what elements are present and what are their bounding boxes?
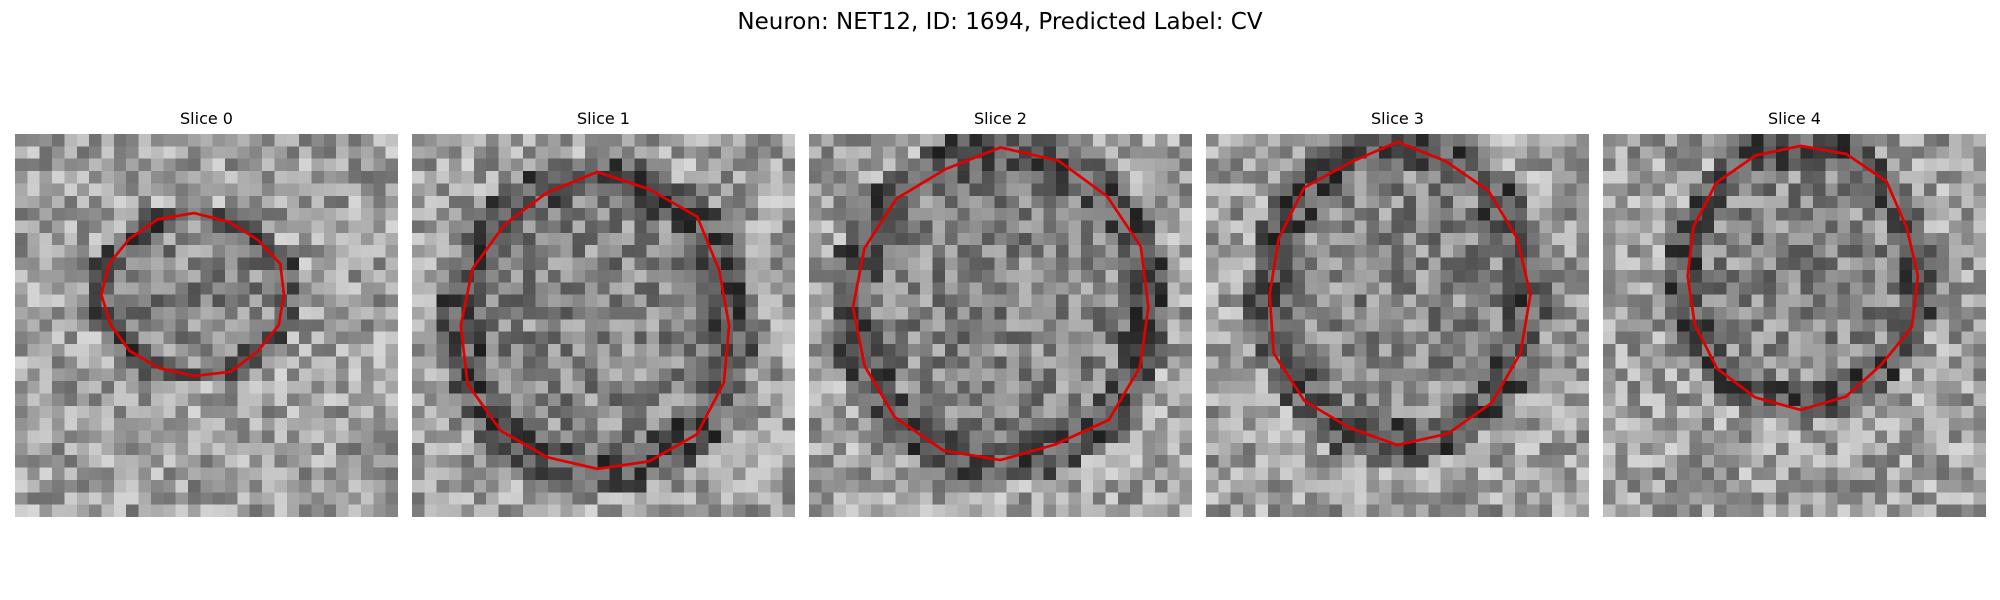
slice-image [1206,134,1589,517]
slice-title: Slice 3 [1371,109,1424,128]
slice-image [412,134,795,517]
slice-title: Slice 2 [974,109,1027,128]
roi-outline [1268,140,1532,447]
slice-image [809,134,1192,517]
slice-title: Slice 1 [577,109,630,128]
roi-outline [1686,144,1920,412]
roi-outline [851,146,1150,462]
slice-image [15,134,398,517]
slice-title: Slice 0 [180,109,233,128]
slice-image [1603,134,1986,517]
roi-outline [459,170,731,471]
slice-title: Slice 4 [1768,109,1821,128]
figure-title: Neuron: NET12, ID: 1694, Predicted Label… [737,9,1263,35]
roi-outline [99,211,286,378]
